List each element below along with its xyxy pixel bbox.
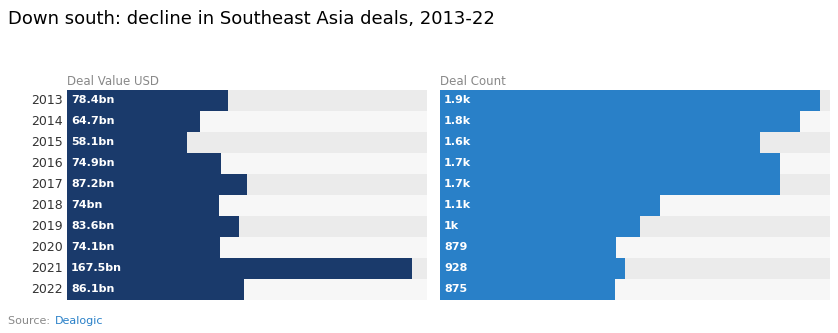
Text: 2017: 2017	[31, 178, 63, 191]
Bar	[67, 279, 427, 300]
Text: 64.7bn: 64.7bn	[71, 116, 115, 127]
Bar	[67, 237, 427, 258]
Bar	[67, 237, 220, 258]
Text: 2014: 2014	[31, 115, 63, 128]
Bar	[67, 195, 427, 216]
Bar	[440, 174, 830, 195]
Text: 879: 879	[444, 242, 468, 252]
Text: 2021: 2021	[31, 262, 63, 275]
Bar	[67, 258, 412, 279]
Bar	[67, 132, 187, 153]
Text: 2016: 2016	[31, 157, 63, 170]
Bar	[440, 237, 616, 258]
Text: 1.7k: 1.7k	[444, 179, 471, 189]
Text: 2018: 2018	[31, 199, 63, 212]
Bar	[67, 174, 246, 195]
Text: 74.9bn: 74.9bn	[71, 158, 115, 168]
Text: Deal Count: Deal Count	[440, 75, 506, 88]
Text: Down south: decline in Southeast Asia deals, 2013-22: Down south: decline in Southeast Asia de…	[8, 10, 495, 28]
Text: 58.1bn: 58.1bn	[71, 137, 114, 148]
Bar	[67, 216, 427, 237]
Text: 1.9k: 1.9k	[444, 95, 471, 106]
Text: 74bn: 74bn	[71, 200, 102, 210]
Text: Deal Value USD: Deal Value USD	[67, 75, 159, 88]
Bar	[67, 195, 220, 216]
Text: 2015: 2015	[31, 136, 63, 149]
Bar	[67, 153, 221, 174]
Text: 2013: 2013	[31, 94, 63, 107]
Bar	[440, 195, 660, 216]
Text: 1.7k: 1.7k	[444, 158, 471, 168]
Bar	[440, 279, 615, 300]
Bar	[440, 153, 779, 174]
Bar	[440, 216, 639, 237]
Bar	[440, 90, 830, 111]
Bar	[440, 111, 830, 132]
Bar	[440, 279, 830, 300]
Bar	[440, 216, 830, 237]
Bar	[67, 279, 245, 300]
Text: 1.1k: 1.1k	[444, 200, 471, 210]
Bar	[67, 111, 200, 132]
Text: 78.4bn: 78.4bn	[71, 95, 115, 106]
Text: Source:: Source:	[8, 316, 54, 326]
Text: 928: 928	[444, 263, 468, 273]
Bar	[440, 153, 830, 174]
Text: 875: 875	[444, 284, 467, 294]
Text: 2019: 2019	[31, 220, 63, 233]
Text: 1.8k: 1.8k	[444, 116, 471, 127]
Bar	[440, 237, 830, 258]
Bar	[440, 111, 799, 132]
Text: 87.2bn: 87.2bn	[71, 179, 115, 189]
Text: 1.6k: 1.6k	[444, 137, 471, 148]
Text: 74.1bn: 74.1bn	[71, 242, 115, 252]
Bar	[440, 258, 625, 279]
Bar	[440, 174, 779, 195]
Bar	[440, 195, 830, 216]
Text: 83.6bn: 83.6bn	[71, 221, 115, 231]
Bar	[67, 258, 427, 279]
Bar	[67, 216, 239, 237]
Bar	[440, 258, 830, 279]
Bar	[67, 111, 427, 132]
Text: Dealogic: Dealogic	[54, 316, 103, 326]
Bar	[67, 132, 427, 153]
Bar	[67, 153, 427, 174]
Text: 86.1bn: 86.1bn	[71, 284, 115, 294]
Bar	[440, 132, 760, 153]
Text: 2020: 2020	[31, 241, 63, 254]
Text: 167.5bn: 167.5bn	[71, 263, 122, 273]
Bar	[67, 90, 229, 111]
Bar	[440, 90, 820, 111]
Text: 2022: 2022	[31, 283, 63, 296]
Text: 1k: 1k	[444, 221, 459, 231]
Bar	[67, 90, 427, 111]
Bar	[67, 174, 427, 195]
Bar	[440, 132, 830, 153]
